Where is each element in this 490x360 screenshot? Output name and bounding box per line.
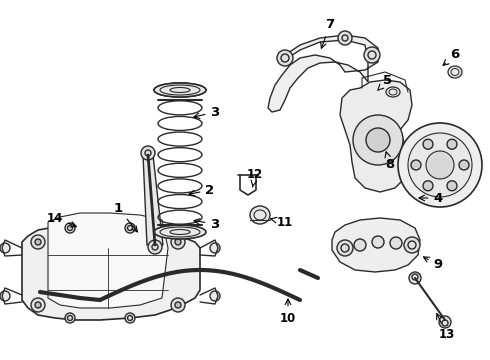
Circle shape: [148, 240, 162, 254]
Ellipse shape: [250, 206, 270, 224]
Circle shape: [277, 50, 293, 66]
Text: 5: 5: [378, 73, 392, 90]
Ellipse shape: [386, 87, 400, 97]
Circle shape: [175, 239, 181, 245]
Circle shape: [31, 235, 45, 249]
Circle shape: [398, 123, 482, 207]
Circle shape: [366, 128, 390, 152]
Circle shape: [338, 31, 352, 45]
Circle shape: [35, 239, 41, 245]
Text: 3: 3: [194, 217, 220, 230]
Circle shape: [337, 240, 353, 256]
Text: 10: 10: [280, 299, 296, 324]
Polygon shape: [332, 218, 420, 272]
Polygon shape: [143, 155, 163, 245]
Circle shape: [141, 146, 155, 160]
Circle shape: [210, 243, 220, 253]
Circle shape: [35, 302, 41, 308]
Circle shape: [364, 47, 380, 63]
Circle shape: [31, 298, 45, 312]
Circle shape: [171, 298, 185, 312]
Circle shape: [65, 313, 75, 323]
Circle shape: [175, 302, 181, 308]
Text: 2: 2: [189, 184, 215, 197]
Ellipse shape: [448, 66, 462, 78]
Circle shape: [125, 223, 135, 233]
Text: 13: 13: [437, 314, 455, 342]
Circle shape: [0, 291, 10, 301]
Text: 14: 14: [47, 211, 76, 227]
Circle shape: [426, 151, 454, 179]
Circle shape: [354, 239, 366, 251]
Polygon shape: [22, 225, 200, 320]
Text: 1: 1: [114, 202, 138, 232]
Circle shape: [409, 272, 421, 284]
Circle shape: [447, 139, 457, 149]
Polygon shape: [48, 213, 168, 308]
Circle shape: [423, 139, 433, 149]
Circle shape: [408, 133, 472, 197]
Ellipse shape: [154, 83, 206, 97]
Circle shape: [411, 160, 421, 170]
Text: 7: 7: [321, 18, 335, 48]
Text: 11: 11: [271, 216, 293, 229]
Text: 8: 8: [385, 152, 394, 171]
Polygon shape: [340, 80, 412, 192]
Text: 3: 3: [194, 105, 220, 118]
Circle shape: [125, 313, 135, 323]
Text: 12: 12: [247, 168, 263, 187]
Circle shape: [404, 237, 420, 253]
Circle shape: [459, 160, 469, 170]
Text: 4: 4: [419, 192, 442, 204]
Circle shape: [0, 243, 10, 253]
Circle shape: [439, 316, 451, 328]
Circle shape: [372, 236, 384, 248]
Circle shape: [423, 181, 433, 191]
Circle shape: [390, 237, 402, 249]
Polygon shape: [268, 35, 378, 112]
Ellipse shape: [154, 225, 206, 239]
Circle shape: [447, 181, 457, 191]
Circle shape: [210, 291, 220, 301]
Text: 9: 9: [423, 257, 442, 271]
Circle shape: [171, 235, 185, 249]
Text: 6: 6: [443, 49, 460, 66]
Circle shape: [65, 223, 75, 233]
Ellipse shape: [154, 83, 206, 97]
Circle shape: [353, 115, 403, 165]
